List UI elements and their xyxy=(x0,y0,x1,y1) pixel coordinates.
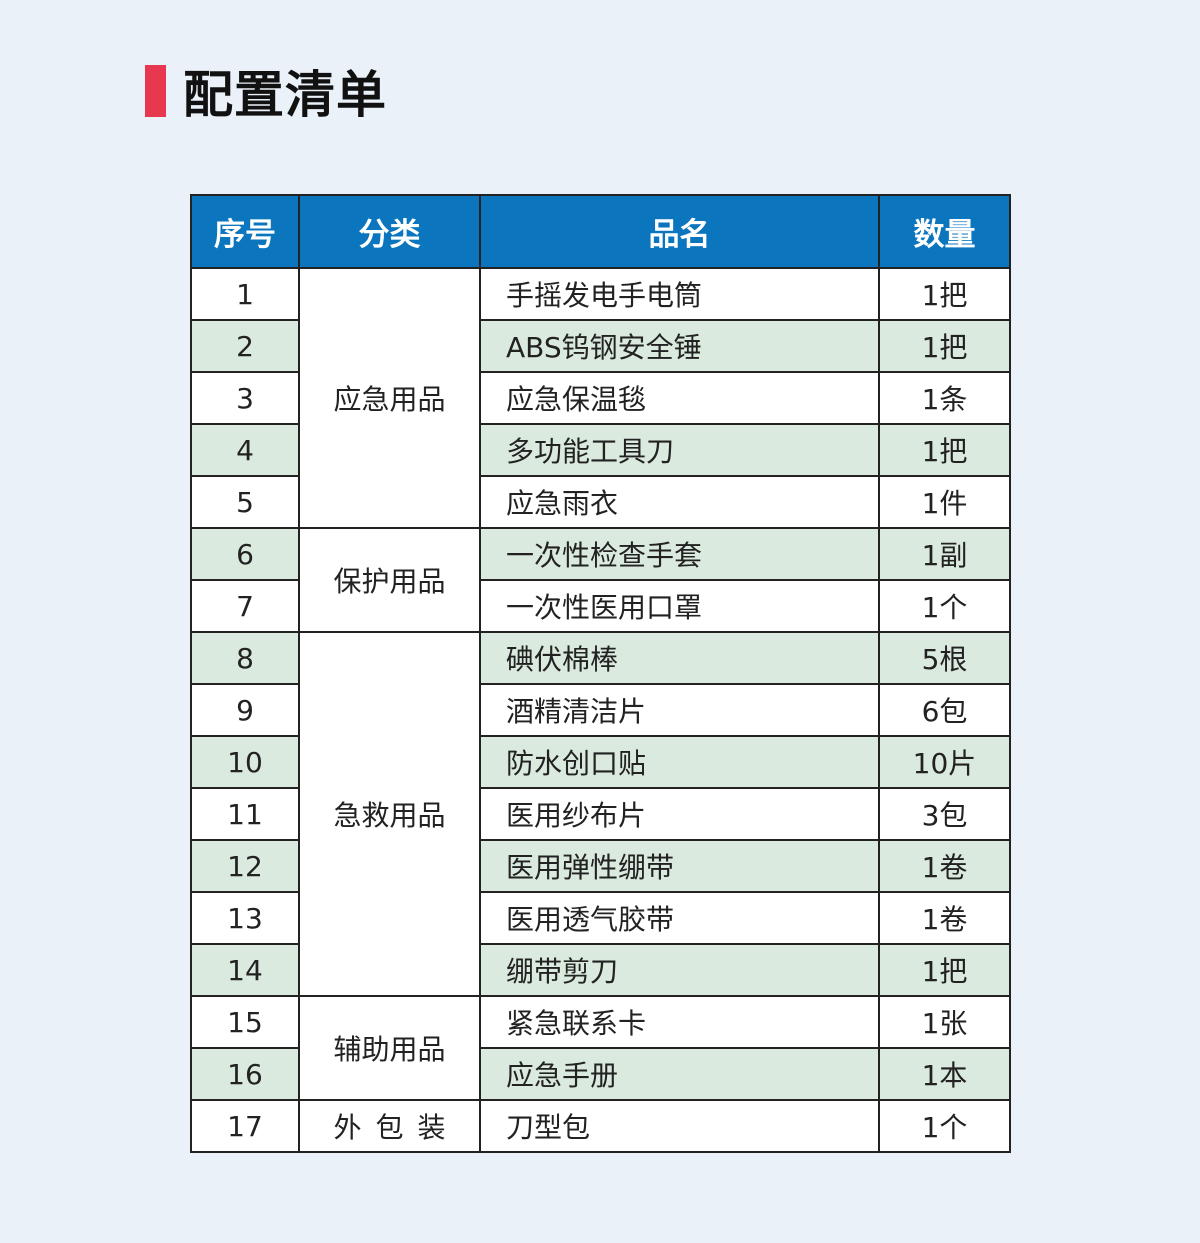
row-number: 2 xyxy=(190,319,300,373)
item-quantity: 5根 xyxy=(878,631,1011,685)
item-name: 一次性检查手套 xyxy=(479,527,880,581)
row-number: 8 xyxy=(190,631,300,685)
item-name: 刀型包 xyxy=(479,1099,880,1153)
row-number: 3 xyxy=(190,371,300,425)
header-quantity: 数量 xyxy=(878,194,1011,269)
item-name: 应急保温毯 xyxy=(479,371,880,425)
header-category: 分类 xyxy=(298,194,481,269)
table-row: 2 ABS钨钢安全锤 1把 xyxy=(190,319,1011,373)
item-quantity: 1本 xyxy=(878,1047,1011,1101)
item-quantity: 1件 xyxy=(878,475,1011,529)
table-row: 17 外包装 刀型包 1个 xyxy=(190,1099,1011,1153)
table-row: 1 应急用品 手摇发电手电筒 1把 xyxy=(190,267,1011,529)
row-number: 12 xyxy=(190,839,300,893)
item-quantity: 1卷 xyxy=(878,891,1011,945)
table-row: 8 急救用品 碘伏棉棒 5根 xyxy=(190,631,1011,997)
table-row: 11 医用纱布片 3包 xyxy=(190,787,1011,841)
item-quantity: 1把 xyxy=(878,319,1011,373)
item-quantity: 1个 xyxy=(878,1099,1011,1153)
config-list-table: 序号 分类 品名 数量 1 应急用品 手摇发电手电筒 1把 2 ABS钨钢安全锤 1把 3 应急… xyxy=(190,194,1011,1153)
row-number: 6 xyxy=(190,527,300,581)
item-quantity: 10片 xyxy=(878,735,1011,789)
row-number: 10 xyxy=(190,735,300,789)
row-number: 17 xyxy=(190,1099,300,1153)
item-quantity: 1个 xyxy=(878,579,1011,633)
table-row: 6 保护用品 一次性检查手套 1副 xyxy=(190,527,1011,633)
item-name: 多功能工具刀 xyxy=(479,423,880,477)
table-row: 7 一次性医用口罩 1个 xyxy=(190,579,1011,633)
item-name: 应急雨衣 xyxy=(479,475,880,529)
item-name: 医用纱布片 xyxy=(479,787,880,841)
table-row: 4 多功能工具刀 1把 xyxy=(190,423,1011,477)
table-row: 3 应急保温毯 1条 xyxy=(190,371,1011,425)
item-name: 一次性医用口罩 xyxy=(479,579,880,633)
table-row: 13 医用透气胶带 1卷 xyxy=(190,891,1011,945)
table-row: 14 绷带剪刀 1把 xyxy=(190,943,1011,997)
item-name: 紧急联系卡 xyxy=(479,995,880,1049)
category-cell: 外包装 xyxy=(298,1099,481,1153)
item-name: 防水创口贴 xyxy=(479,735,880,789)
header-item-name: 品名 xyxy=(479,194,880,269)
item-name: 医用弹性绷带 xyxy=(479,839,880,893)
item-name: 绷带剪刀 xyxy=(479,943,880,997)
page-header: 配置清单 xyxy=(145,62,387,124)
table-row: 5 应急雨衣 1件 xyxy=(190,475,1011,529)
item-quantity: 6包 xyxy=(878,683,1011,737)
row-number: 14 xyxy=(190,943,300,997)
table-row: 12 医用弹性绷带 1卷 xyxy=(190,839,1011,893)
row-number: 15 xyxy=(190,995,300,1049)
category-cell: 急救用品 xyxy=(298,631,481,997)
table-header-row: 序号 分类 品名 数量 xyxy=(190,194,1011,269)
title-accent-bar xyxy=(145,65,166,117)
item-name: ABS钨钢安全锤 xyxy=(479,319,880,373)
table-row: 16 应急手册 1本 xyxy=(190,1047,1011,1101)
item-name: 碘伏棉棒 xyxy=(479,631,880,685)
item-quantity: 1把 xyxy=(878,267,1011,321)
row-number: 13 xyxy=(190,891,300,945)
table-row: 9 酒精清洁片 6包 xyxy=(190,683,1011,737)
table-row: 15 辅助用品 紧急联系卡 1张 xyxy=(190,995,1011,1101)
category-cell: 保护用品 xyxy=(298,527,481,633)
row-number: 5 xyxy=(190,475,300,529)
item-quantity: 3包 xyxy=(878,787,1011,841)
row-number: 16 xyxy=(190,1047,300,1101)
table-row: 10 防水创口贴 10片 xyxy=(190,735,1011,789)
item-quantity: 1把 xyxy=(878,943,1011,997)
row-number: 9 xyxy=(190,683,300,737)
item-name: 医用透气胶带 xyxy=(479,891,880,945)
item-quantity: 1把 xyxy=(878,423,1011,477)
item-name: 应急手册 xyxy=(479,1047,880,1101)
row-number: 11 xyxy=(190,787,300,841)
item-quantity: 1张 xyxy=(878,995,1011,1049)
page-title: 配置清单 xyxy=(183,66,387,124)
item-name: 手摇发电手电筒 xyxy=(479,267,880,321)
item-quantity: 1卷 xyxy=(878,839,1011,893)
item-quantity: 1副 xyxy=(878,527,1011,581)
item-quantity: 1条 xyxy=(878,371,1011,425)
header-number: 序号 xyxy=(190,194,300,269)
item-name: 酒精清洁片 xyxy=(479,683,880,737)
category-cell: 辅助用品 xyxy=(298,995,481,1101)
row-number: 1 xyxy=(190,267,300,321)
row-number: 7 xyxy=(190,579,300,633)
category-cell: 应急用品 xyxy=(298,267,481,529)
row-number: 4 xyxy=(190,423,300,477)
